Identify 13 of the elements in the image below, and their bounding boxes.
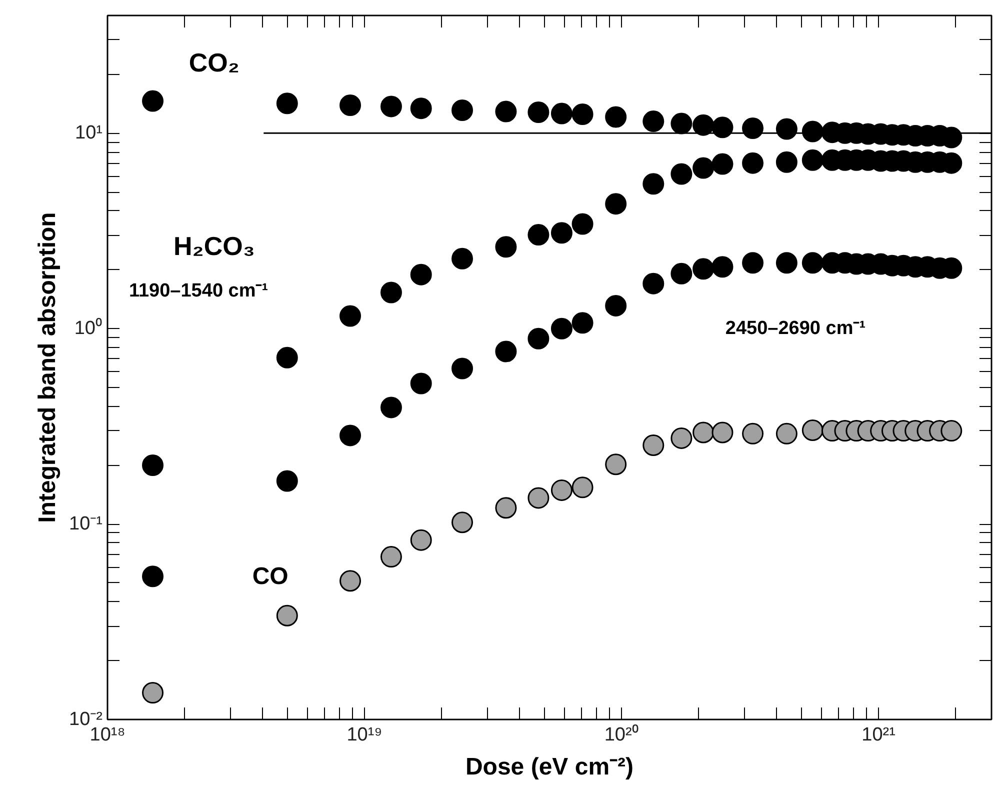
annotation: H₂CO₃ xyxy=(173,230,255,261)
x-axis-title: Dose (eV cm⁻²) xyxy=(465,754,634,780)
annotation: 2450–2690 cm⁻¹ xyxy=(725,318,866,340)
y-tick-label: 10¹ xyxy=(75,122,103,144)
x-tick-label: 10²¹ xyxy=(862,724,896,746)
annotation: 1190–1540 cm⁻¹ xyxy=(128,280,268,302)
annotation: CO xyxy=(252,562,288,590)
x-tick-label: 10¹⁹ xyxy=(346,724,382,746)
annotation: CO₂ xyxy=(188,47,240,78)
y-tick-label: 10⁻¹ xyxy=(69,514,103,535)
y-axis-title: Integrated band absorption xyxy=(34,212,62,523)
y-tick-label: 10⁰ xyxy=(74,317,103,340)
x-tick-label: 10²⁰ xyxy=(604,724,639,746)
